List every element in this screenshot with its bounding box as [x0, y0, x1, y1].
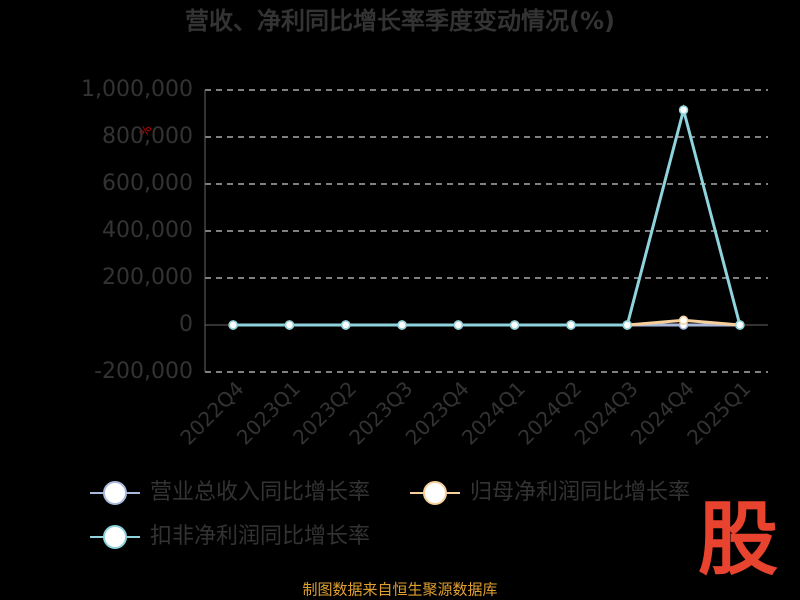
- point: [735, 320, 745, 330]
- point: [566, 320, 576, 330]
- legend-label: 营业总收入同比增长率: [150, 480, 370, 505]
- logo: 股: [698, 493, 778, 586]
- legend-marker: [423, 481, 447, 505]
- y-tick-label: 400,000: [102, 218, 193, 243]
- point: [678, 315, 689, 326]
- point: [397, 320, 407, 330]
- y-tick-label: 1,000,000: [81, 77, 193, 102]
- x-tick-label: 2025Q1: [682, 376, 755, 449]
- point: [509, 320, 520, 330]
- y-tick-label: 200,000: [102, 265, 193, 290]
- source-note: 制图数据来自恒生聚源数据库: [302, 581, 497, 599]
- y-tick-label: 600,000: [102, 171, 193, 196]
- point: [341, 320, 351, 330]
- point: [453, 320, 464, 330]
- y-tick-label: -200,000: [94, 359, 193, 384]
- point: [678, 105, 689, 115]
- y-tick-label: 0: [179, 312, 193, 337]
- point: [622, 320, 632, 330]
- legend-label: 归母净利润同比增长率: [470, 480, 690, 505]
- legend-marker: [103, 481, 127, 505]
- point: [228, 320, 238, 330]
- y-tick-label: 800,000: [102, 124, 193, 149]
- point: [284, 320, 295, 330]
- chart-title: 营收、净利同比增长率季度变动情况(%): [185, 7, 615, 35]
- legend-label: 扣非净利润同比增长率: [150, 524, 370, 549]
- legend-marker: [103, 525, 127, 549]
- series-line: [233, 104, 742, 327]
